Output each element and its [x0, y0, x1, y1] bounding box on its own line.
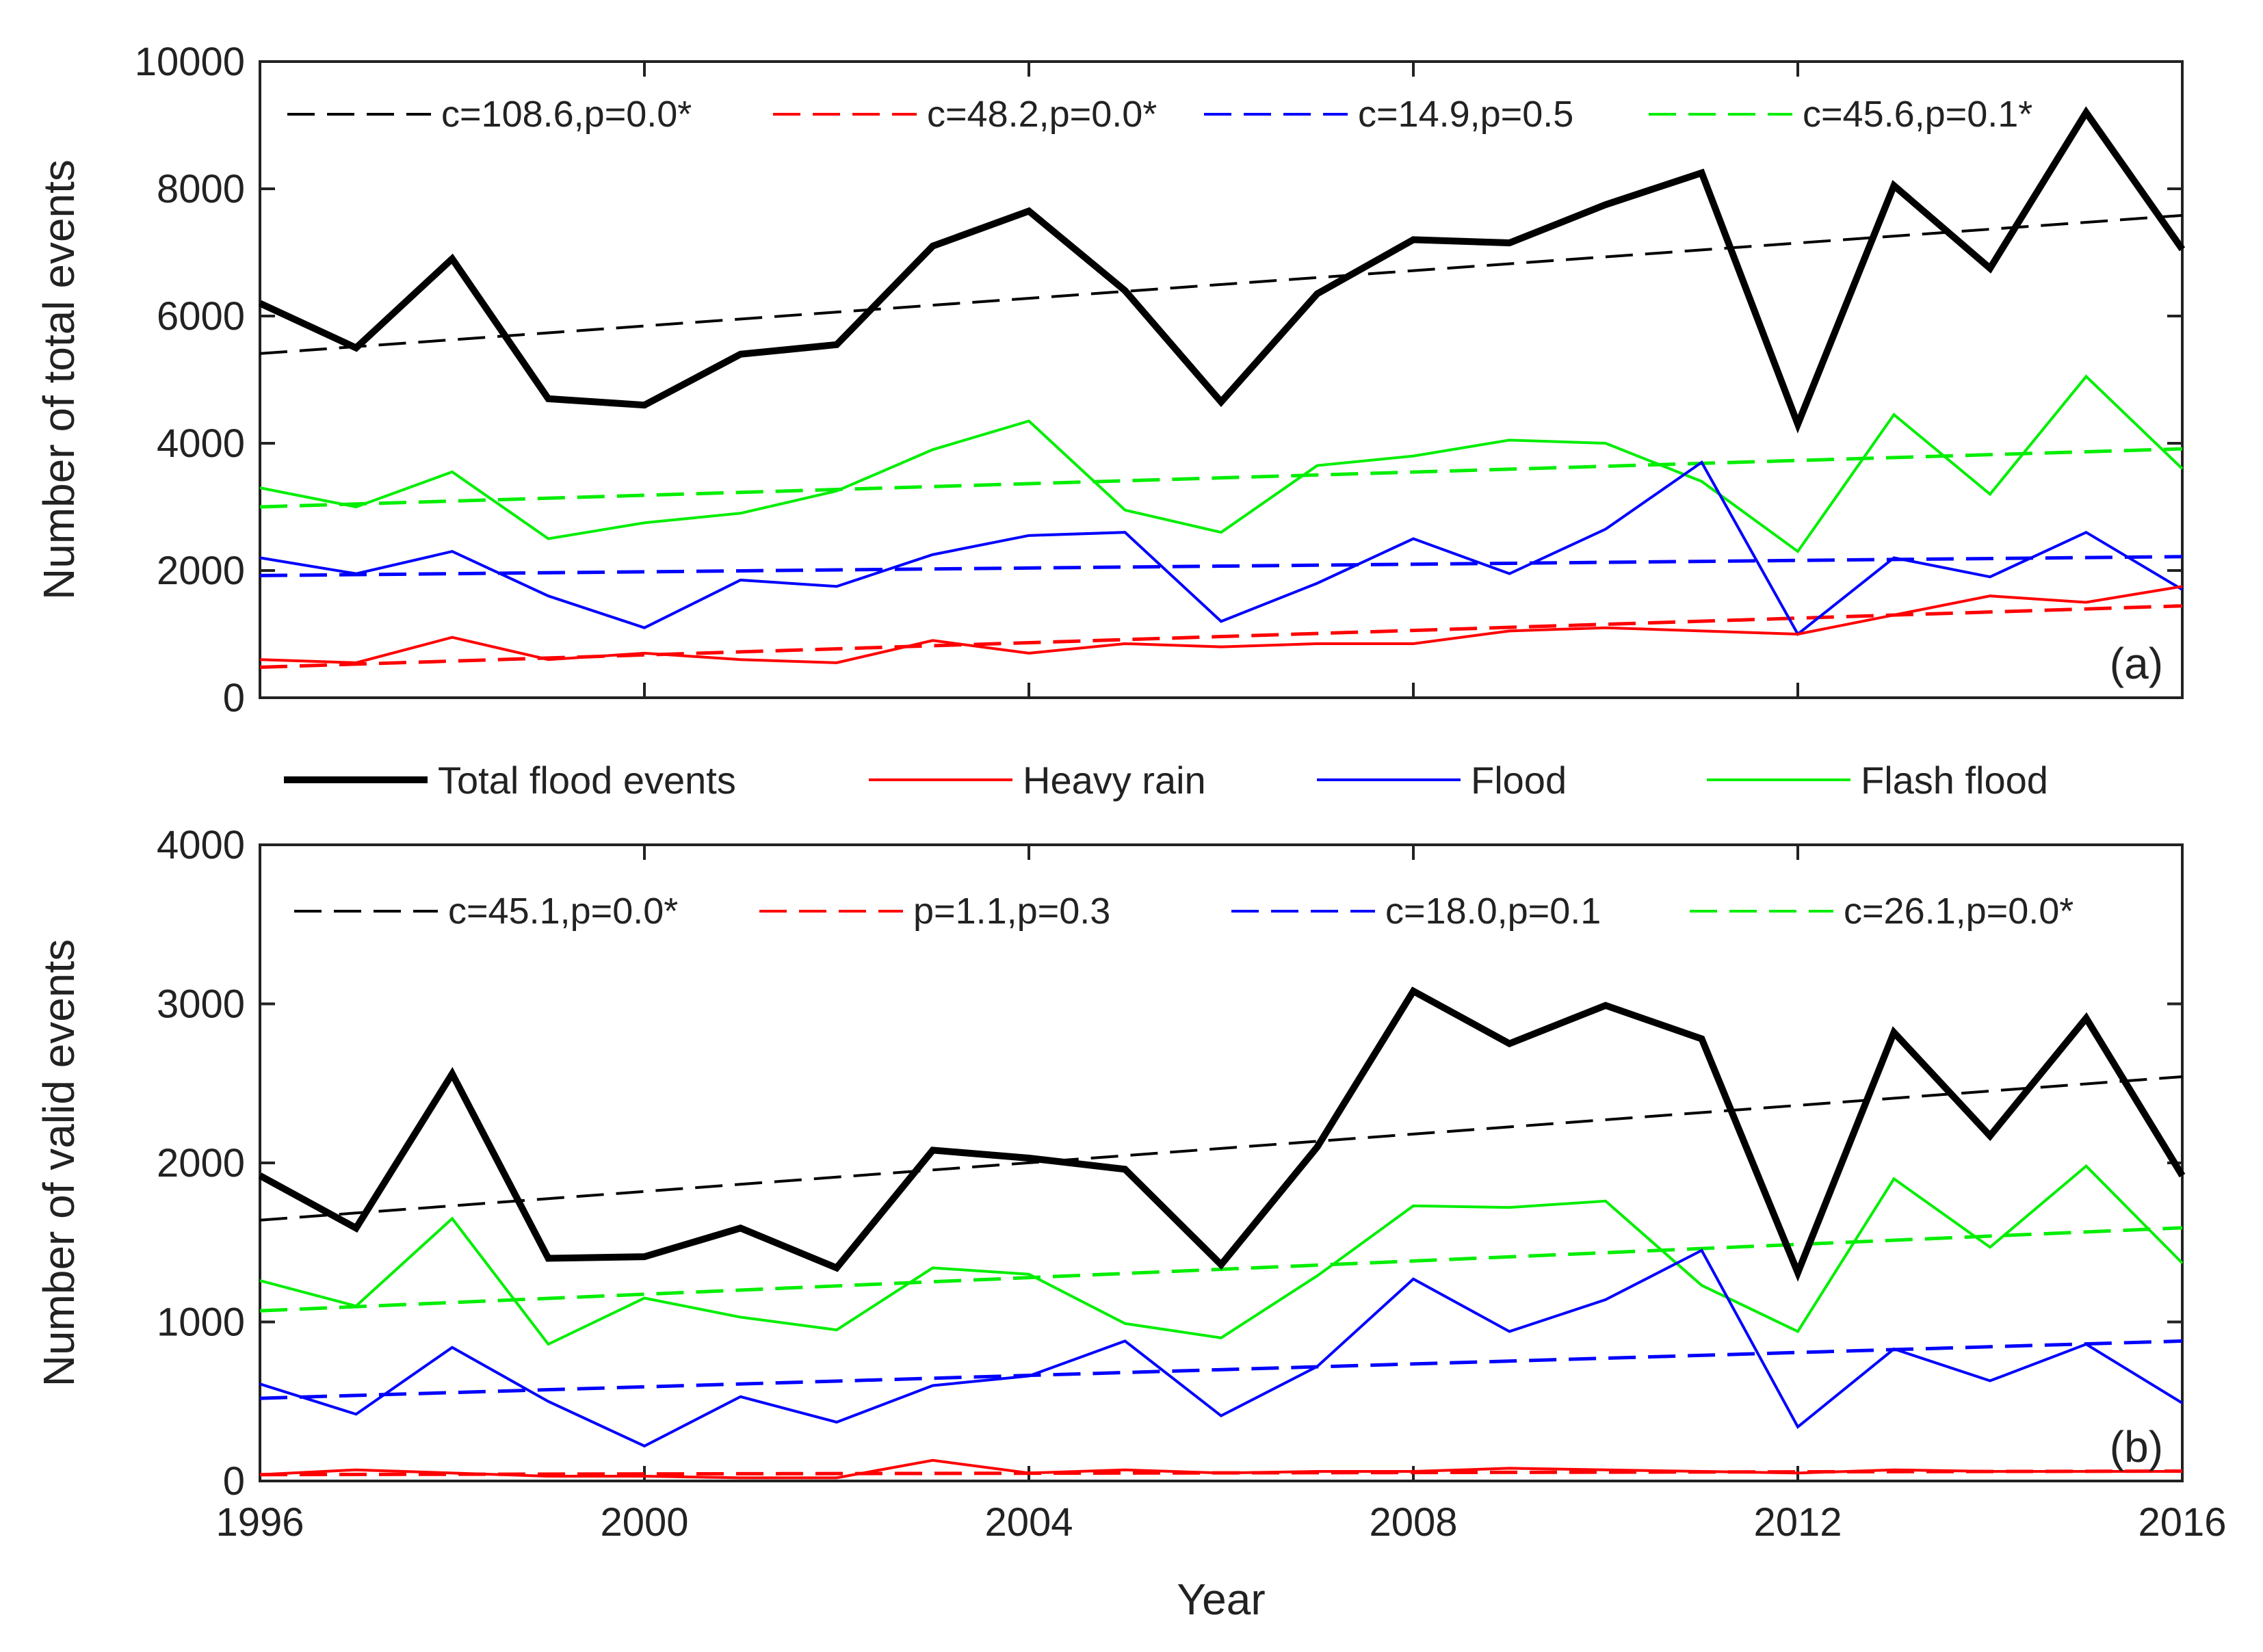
series-line-heavy-rain [259, 585, 2183, 664]
annotation-bg [909, 886, 1115, 927]
y-axis-title: Number of total events [34, 159, 83, 600]
y-tick-label: 3000 [157, 982, 245, 1027]
trend-annotation: c=26.1,p=0.0* [1844, 891, 2074, 932]
y-tick-label: 10000 [135, 40, 245, 84]
trend-line-flood [259, 1339, 2183, 1400]
trend-annotation: c=18.0,p=0.1 [1385, 891, 1601, 932]
trend-annotation: p=1.1,p=0.3 [913, 891, 1110, 932]
y-axis-title: Number of valid events [34, 939, 83, 1387]
series-line-heavy-rain [259, 1458, 2182, 1480]
panel-label: (b) [2110, 1422, 2163, 1471]
y-tick-label: 8000 [157, 167, 245, 211]
x-axis-title: Year [1177, 1575, 1265, 1624]
panel-b: 0 1000 2000 3000 4000 1996 2000 2004 2008 2012 201… [34, 823, 2227, 1624]
plot-frame [259, 60, 2184, 699]
x-tick-label: 2004 [984, 1500, 1073, 1545]
annotation-bg [1840, 886, 2078, 927]
y-tick-label: 1000 [157, 1300, 245, 1345]
panel-label: (a) [2110, 639, 2163, 688]
legend: Total flood events Heavy rain Flood Flash f… [284, 759, 2048, 802]
x-tick-label: 2008 [1369, 1500, 1457, 1545]
y-tick-label: 6000 [157, 294, 245, 339]
series-line-flood [259, 460, 2184, 637]
annotation-bg [437, 89, 696, 130]
trend-line-flood [259, 555, 2183, 577]
annotation-bg [1354, 89, 1578, 130]
trend-line-total-flood-events [259, 1075, 2183, 1222]
series-line-flash-flood [259, 374, 2184, 553]
annotation-bg [1798, 89, 2037, 130]
series-line-flash-flood [259, 1164, 2184, 1346]
x-tick-label: 2016 [2138, 1500, 2226, 1545]
trend-annotation: c=14.9,p=0.5 [1358, 94, 1573, 135]
y-tick-label: 0 [223, 1459, 245, 1504]
trend-annotation: c=45.1,p=0.0* [448, 891, 678, 932]
annotation-bg [444, 886, 683, 927]
y-tick-label: 4000 [157, 421, 245, 466]
y-tick-label: 2000 [157, 1141, 245, 1185]
legend-label: Total flood events [438, 759, 736, 802]
series-line-total-flood-events [258, 106, 2186, 434]
x-tick-label: 2000 [600, 1500, 688, 1545]
legend-label: Flash flood [1861, 759, 2048, 802]
trend-annotation: c=48.2,p=0.0* [927, 94, 1157, 135]
annotation-bg [1381, 886, 1606, 927]
panel-a: 0 2000 4000 6000 8000 10000 Number of total ev… [34, 40, 2186, 720]
trend-annotation: c=45.6,p=0.1* [1803, 94, 2032, 135]
series-line-total-flood-events [258, 986, 2186, 1282]
trend-annotation: c=108.6,p=0.0* [441, 94, 692, 135]
x-tick-label: 2012 [1753, 1500, 1842, 1545]
trend-line-total-flood-events [259, 213, 2183, 355]
x-tick-label: 1996 [215, 1500, 304, 1545]
legend-label: Heavy rain [1023, 759, 1206, 802]
series-line-flood [259, 1248, 2184, 1448]
y-tick-label: 2000 [157, 549, 245, 593]
y-tick-label: 0 [223, 676, 245, 720]
annotation-bg [923, 89, 1162, 130]
y-tick-label: 4000 [157, 823, 245, 867]
legend-label: Flood [1471, 759, 1567, 802]
